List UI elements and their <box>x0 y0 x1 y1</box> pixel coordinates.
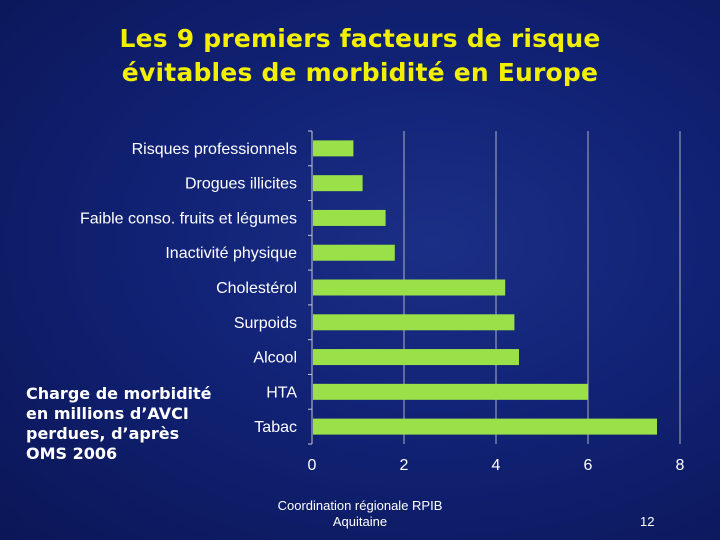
x-tick-label-2: 4 <box>492 457 501 474</box>
x-tick-label-3: 6 <box>584 457 593 474</box>
category-label-0: Risques professionnels <box>132 141 297 158</box>
bar-4 <box>313 279 506 296</box>
chart-caption-line-4: OMS 2006 <box>26 444 118 463</box>
x-tick-label-0: 0 <box>308 457 317 474</box>
footer-line-1: Coordination régionale RPIB <box>277 498 443 513</box>
category-label-4: Cholestérol <box>216 280 297 297</box>
chart-caption: Charge de morbidité en millions d’AVCI p… <box>26 384 236 464</box>
category-label-1: Drogues illicites <box>185 176 297 193</box>
slide-title-line-2: évitables de morbidité en Europe <box>121 58 599 87</box>
bar-0 <box>313 140 354 157</box>
slide-title: Les 9 premiers facteurs de risque évitab… <box>0 22 720 90</box>
category-label-8: Tabac <box>254 419 297 436</box>
x-tick-label-1: 2 <box>400 457 409 474</box>
category-label-3: Inactivité physique <box>165 245 297 262</box>
bar-3 <box>313 244 395 261</box>
chart-caption-line-1: Charge de morbidité <box>26 384 212 403</box>
page-number: 12 <box>640 514 655 529</box>
slide-title-line-1: Les 9 premiers facteurs de risque <box>119 24 601 53</box>
footer-source: Coordination régionale RPIB Aquitaine <box>240 498 480 530</box>
bar-5 <box>313 314 515 331</box>
category-label-5: Surpoids <box>234 315 297 332</box>
bar-2 <box>313 209 386 226</box>
chart-caption-line-2: en millions d’AVCI <box>26 404 189 423</box>
x-tick-label-4: 8 <box>676 457 685 474</box>
footer-line-2: Aquitaine <box>332 514 388 529</box>
category-label-2: Faible conso. fruits et légumes <box>80 210 297 227</box>
bar-6 <box>313 349 519 366</box>
bar-7 <box>313 383 588 400</box>
bar-1 <box>313 175 363 192</box>
chart-caption-line-3: perdues, d’après <box>26 424 180 443</box>
bar-8 <box>313 418 657 435</box>
category-label-7: HTA <box>266 384 297 401</box>
category-label-6: Alcool <box>253 350 297 367</box>
